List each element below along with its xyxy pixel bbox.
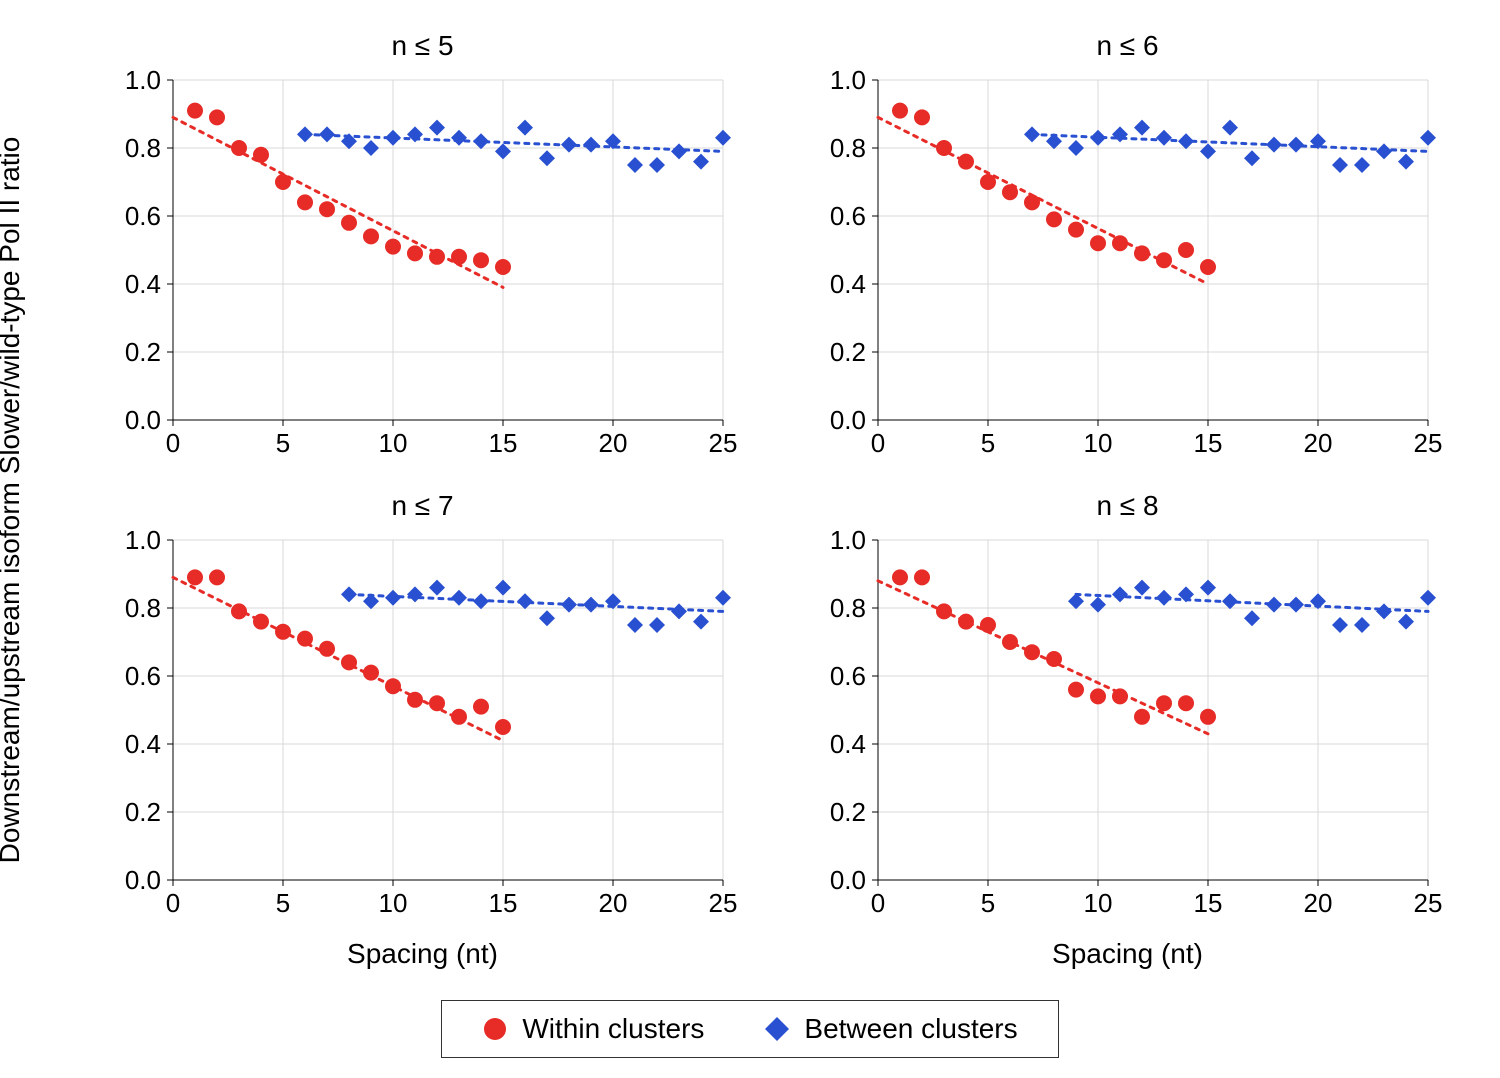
- legend-item-between: Between clusters: [764, 1013, 1017, 1045]
- svg-text:10: 10: [378, 888, 407, 918]
- legend-box: Within clusters Between clusters: [441, 1000, 1058, 1058]
- svg-text:0: 0: [870, 888, 884, 918]
- plot-svg: 0 5 10 15 20 25 0.0 0.2 0.4 0.6 0.8 1.0: [103, 70, 743, 470]
- svg-text:0.2: 0.2: [829, 337, 865, 367]
- svg-text:1.0: 1.0: [124, 530, 160, 555]
- svg-text:0.6: 0.6: [829, 201, 865, 231]
- legend-text-within: Within clusters: [522, 1013, 704, 1045]
- svg-text:1.0: 1.0: [124, 70, 160, 95]
- svg-text:0.6: 0.6: [829, 661, 865, 691]
- svg-text:0.8: 0.8: [829, 593, 865, 623]
- svg-text:25: 25: [1413, 428, 1442, 458]
- svg-text:25: 25: [1413, 888, 1442, 918]
- svg-text:20: 20: [1303, 428, 1332, 458]
- legend-item-within: Within clusters: [482, 1013, 704, 1045]
- svg-text:5: 5: [275, 428, 289, 458]
- svg-text:0.2: 0.2: [829, 797, 865, 827]
- svg-text:20: 20: [1303, 888, 1332, 918]
- svg-text:0.8: 0.8: [124, 593, 160, 623]
- svg-text:0.4: 0.4: [124, 269, 160, 299]
- svg-text:20: 20: [598, 428, 627, 458]
- svg-text:15: 15: [1193, 428, 1222, 458]
- plot-svg: 0 5 10 15 20 25 0.0 0.2 0.4 0.6 0.8 1.0: [103, 530, 743, 930]
- panel-title: n ≤ 6: [1096, 30, 1158, 62]
- svg-text:10: 10: [1083, 888, 1112, 918]
- svg-text:0: 0: [870, 428, 884, 458]
- svg-text:10: 10: [378, 428, 407, 458]
- panel-0: n ≤ 5 0 5 10 15 20 25 0.0 0.2 0.4 0.6 0.8 1.0: [70, 20, 775, 480]
- svg-text:0.6: 0.6: [124, 201, 160, 231]
- svg-text:1.0: 1.0: [829, 530, 865, 555]
- svg-text:20: 20: [598, 888, 627, 918]
- legend-text-between: Between clusters: [804, 1013, 1017, 1045]
- svg-text:1.0: 1.0: [829, 70, 865, 95]
- svg-text:15: 15: [488, 888, 517, 918]
- panel-title: n ≤ 8: [1096, 490, 1158, 522]
- svg-text:0.0: 0.0: [829, 865, 865, 895]
- svg-text:0.8: 0.8: [829, 133, 865, 163]
- svg-text:0: 0: [165, 428, 179, 458]
- svg-text:15: 15: [488, 428, 517, 458]
- svg-text:0.4: 0.4: [829, 269, 865, 299]
- plot-svg: 0 5 10 15 20 25 0.0 0.2 0.4 0.6 0.8 1.0: [808, 70, 1448, 470]
- svg-text:25: 25: [708, 888, 737, 918]
- svg-text:5: 5: [980, 428, 994, 458]
- svg-text:0.6: 0.6: [124, 661, 160, 691]
- svg-text:0.4: 0.4: [829, 729, 865, 759]
- panel-1: n ≤ 6 0 5 10 15 20 25 0.0 0.2 0.4 0.6 0.8 1.0: [775, 20, 1480, 480]
- panel-3: n ≤ 8 0 5 10 15 20 25 0.0 0.2 0.4 0.6 0.8 1.0 Spacing…: [775, 480, 1480, 980]
- x-axis-label: Spacing (nt): [1052, 938, 1203, 970]
- svg-text:0.8: 0.8: [124, 133, 160, 163]
- figure-grid: Downstream/upstream isoform Slower/wild-…: [20, 20, 1480, 1058]
- svg-text:5: 5: [980, 888, 994, 918]
- circle-icon: [482, 1016, 508, 1042]
- svg-text:0.0: 0.0: [829, 405, 865, 435]
- svg-text:0.2: 0.2: [124, 797, 160, 827]
- plot-svg: 0 5 10 15 20 25 0.0 0.2 0.4 0.6 0.8 1.0: [808, 530, 1448, 930]
- legend-row: Within clusters Between clusters: [20, 1000, 1480, 1058]
- svg-text:25: 25: [708, 428, 737, 458]
- svg-text:0.0: 0.0: [124, 405, 160, 435]
- x-axis-label: Spacing (nt): [347, 938, 498, 970]
- ylabel-container: Downstream/upstream isoform Slower/wild-…: [20, 20, 70, 980]
- svg-text:0.0: 0.0: [124, 865, 160, 895]
- svg-text:15: 15: [1193, 888, 1222, 918]
- svg-text:0: 0: [165, 888, 179, 918]
- svg-text:0.4: 0.4: [124, 729, 160, 759]
- svg-text:5: 5: [275, 888, 289, 918]
- svg-text:0.2: 0.2: [124, 337, 160, 367]
- diamond-icon: [764, 1016, 790, 1042]
- panel-title: n ≤ 7: [391, 490, 453, 522]
- svg-text:10: 10: [1083, 428, 1112, 458]
- panel-2: n ≤ 7 0 5 10 15 20 25 0.0 0.2 0.4 0.6 0.8 1.0 Spacing…: [70, 480, 775, 980]
- y-axis-label: Downstream/upstream isoform Slower/wild-…: [0, 137, 26, 864]
- panel-title: n ≤ 5: [391, 30, 453, 62]
